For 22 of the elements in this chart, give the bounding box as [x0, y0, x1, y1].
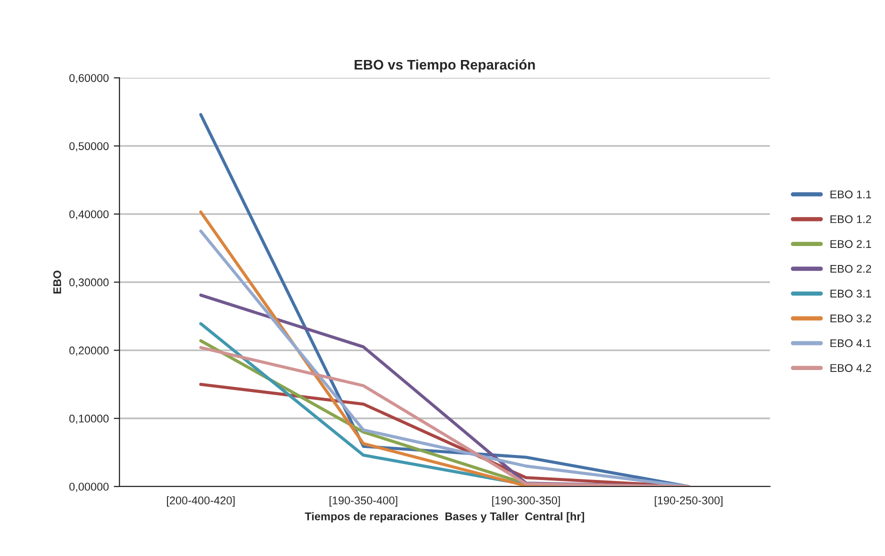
chart-title: EBO vs Tiempo Reparación	[354, 59, 535, 72]
x-axis-title: Tiempos de reparaciones Bases y Taller Central [hr]	[304, 512, 584, 522]
y-tick-label: 0,10000	[69, 414, 109, 424]
y-tick-label: 0,00000	[69, 482, 109, 492]
y-tick-label: 0,60000	[69, 74, 109, 84]
x-tick-label: [190-250-300]	[654, 496, 722, 507]
legend-label: EBO 2.1	[830, 240, 872, 248]
y-tick-label: 0,20000	[69, 346, 109, 356]
x-tick-label: [190-300-350]	[492, 496, 560, 507]
legend-label: EBO 4.2	[830, 364, 872, 372]
y-tick-label: 0,30000	[69, 278, 109, 288]
y-tick-label: 0,40000	[69, 210, 109, 220]
y-tick-label: 0,50000	[69, 142, 109, 152]
legend-label: EBO 2.2	[830, 264, 872, 273]
legend-label: EBO 3.1	[830, 290, 872, 298]
x-tick-label: [190-350-400]	[330, 496, 398, 507]
legend-label: EBO 4.1	[830, 339, 872, 348]
x-tick-label: [200-400-420]	[166, 496, 235, 507]
y-axis-title: EBO	[53, 270, 62, 294]
legend-label: EBO 1.1	[830, 190, 872, 198]
legend-label: EBO 3.2	[830, 314, 872, 322]
legend-label: EBO 1.2	[830, 215, 872, 224]
